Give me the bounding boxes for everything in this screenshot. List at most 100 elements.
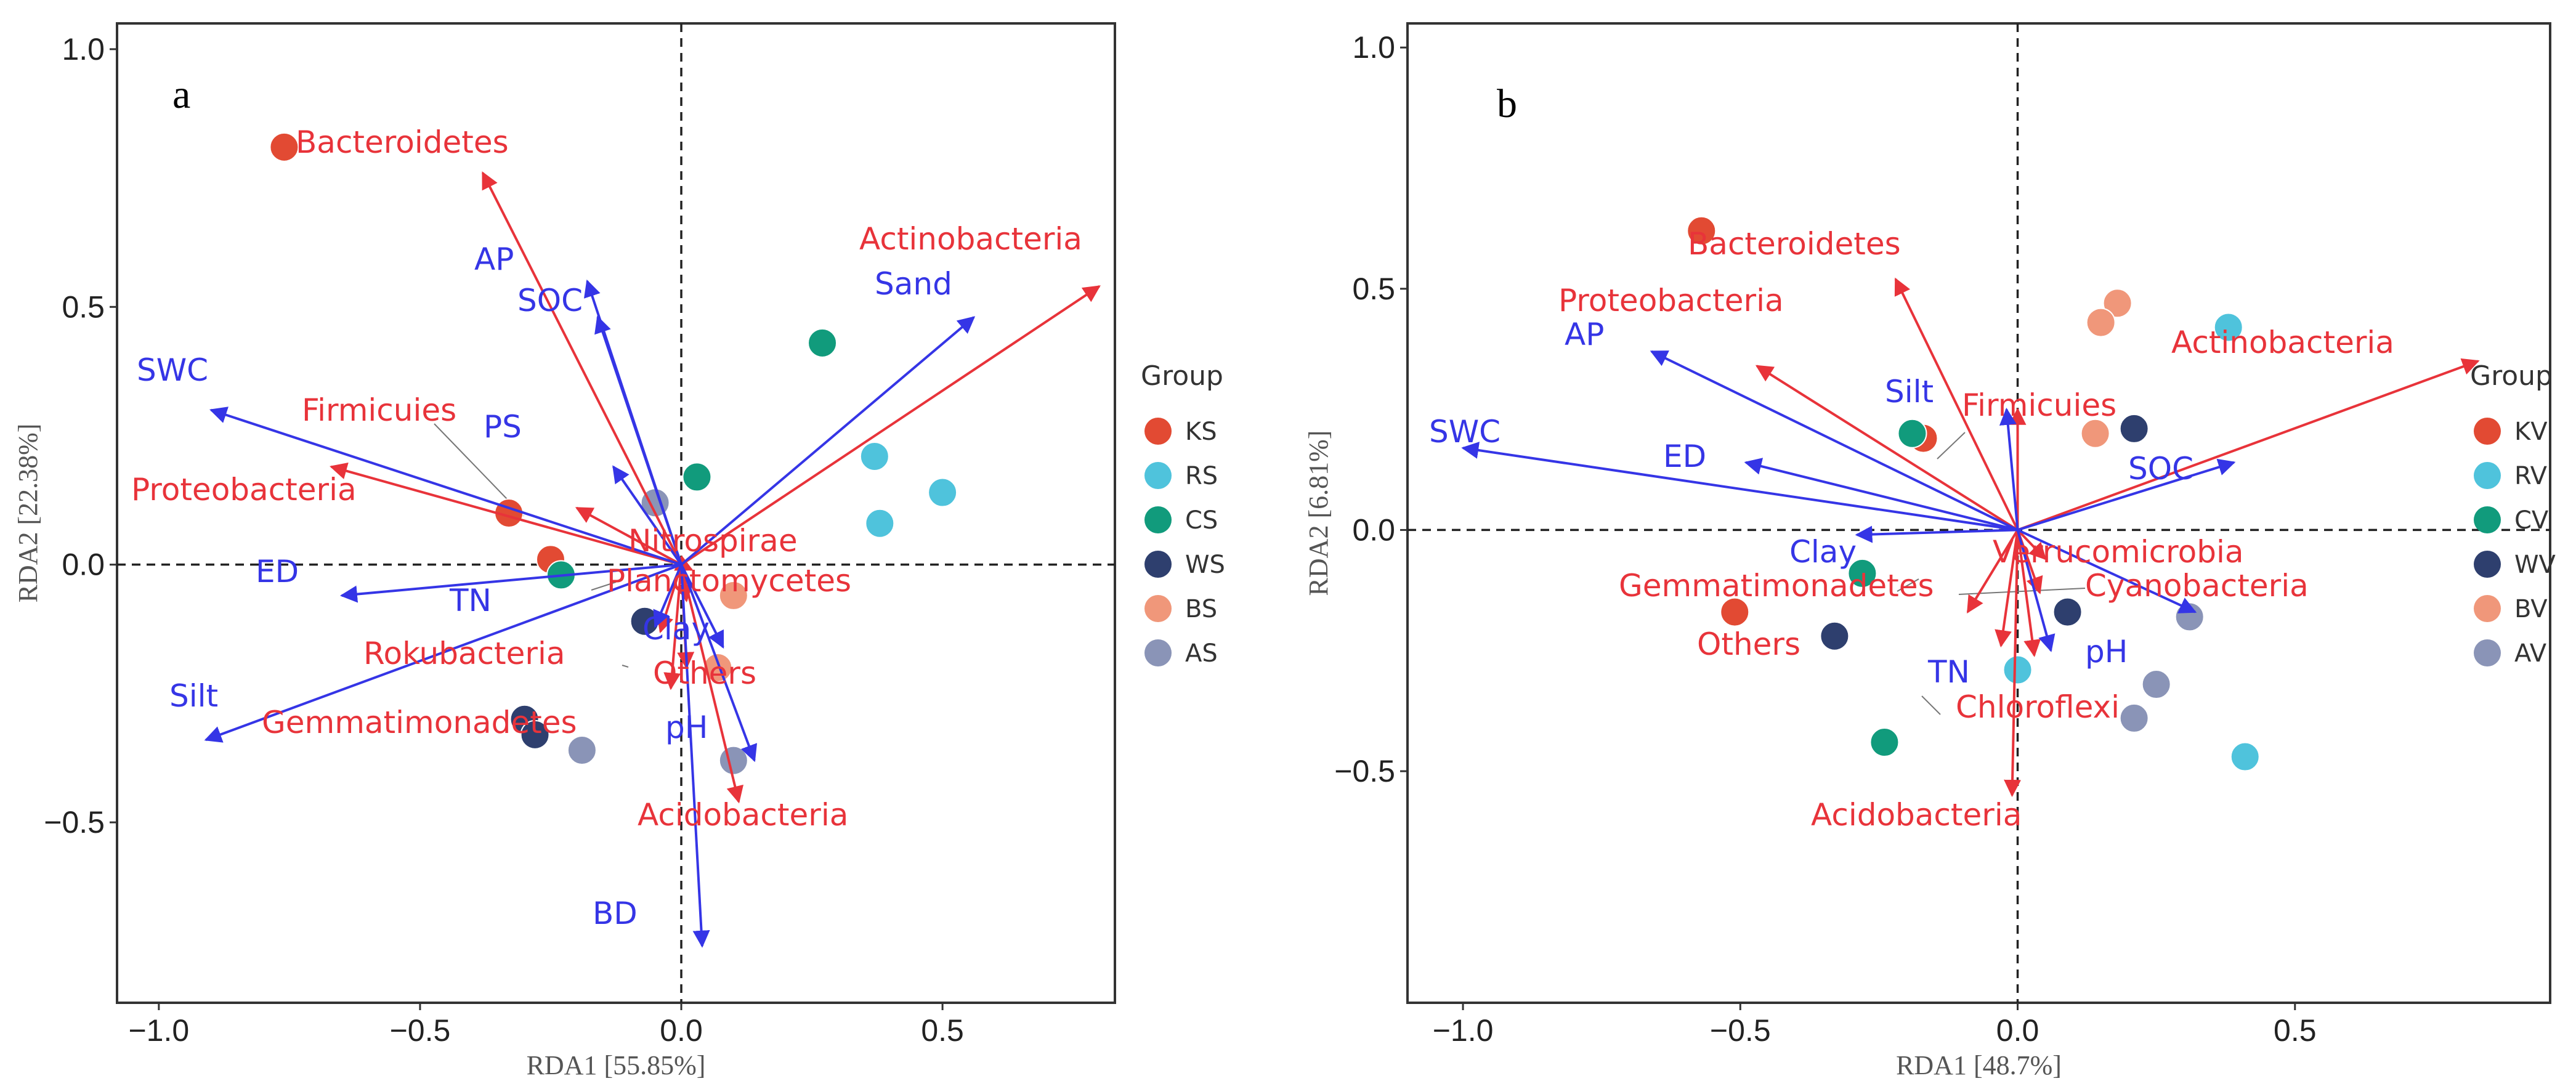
species-label-gemmatimonadetes: Gemmatimonadetes [262,705,577,740]
legend-swatch-ws [1144,551,1172,578]
legend-swatch-kv [2474,418,2501,445]
species-label-verrucomicrobia: Verrucomicrobia [1993,534,2244,570]
env-arrow-clay [1855,525,2018,543]
env-arrow-clay [680,564,724,649]
y-tick-label: 0.0 [1352,512,1395,547]
plot-frame [1406,22,2551,1004]
env-label-sand: Sand [875,266,952,302]
legend-swatch-wv [2474,551,2501,578]
env-arrow-bd [680,564,710,948]
env-arrow-swc [1461,442,2018,532]
species-arrow-proteobacteria [1755,365,2019,532]
sample-point-av [2141,670,2171,700]
env-arrow-swc [209,407,682,566]
x-axis-title: RDA1 [55.85%] [527,1050,706,1080]
sample-point-cs [682,462,712,492]
sample-point-as [567,735,597,765]
env-label-tn: TN [449,583,492,618]
sample-point-kv [1720,597,1750,627]
sample-point-bv [2080,418,2110,448]
env-arrow-ed [339,563,682,603]
legend-swatch-bs [1144,595,1172,622]
species-label-firmicuies: Firmicuies [302,392,456,428]
legend-entry-av: AV [2514,639,2547,668]
sample-point-ws [520,719,550,750]
sample-point-rs [859,441,889,471]
legend-entry-ws: WS [1185,551,1225,579]
species-arrow-chloroflexi [2016,530,2041,657]
legend-entry-cv: CV [2514,506,2549,535]
x-tick-label: 0.5 [921,1013,964,1048]
env-arrow-tn [2016,529,2056,652]
legend: Group KS RS CS WS BS AS [1141,360,1225,668]
species-arrow-gemmatimonadetes [663,564,683,690]
species-arrow-actinobacteria [680,285,1101,566]
panel-b: −1.0 −0.5 0.0 0.5 −0.5 0.0 0.5 1.0 RDA1 [48.7%] R… [1303,22,2556,1080]
label-leader-line [1897,578,1919,592]
species-label-others: Others [653,655,756,691]
legend-swatch-cs [1144,506,1172,533]
sample-point-bs [718,580,748,610]
legend-entry-bs: BS [1185,595,1217,623]
y-tick-label: −0.5 [44,805,105,840]
sample-point-kv [1687,216,1717,246]
env-arrow-silt [204,563,682,743]
env-label-ed: ED [1663,439,1706,474]
species-arrow-gemmatimonadetes [1966,529,2019,613]
env-label-soc: SOC [2128,451,2193,487]
species-label-acidobacteria: Acidobacteria [638,797,848,833]
env-label-silt: Silt [1885,374,1934,410]
legend-swatch-cv [2474,506,2501,533]
legend: Group KV RV CV WV BV AV [2470,360,2556,668]
sample-point-rs [865,508,895,538]
env-arrow-soc [2017,458,2236,532]
legend-entry-as: AS [1185,639,1218,668]
env-label-ph: pH [2085,634,2128,670]
sample-point-bv [2086,307,2116,338]
env-arrow-ed [1744,458,2019,532]
species-label-proteobacteria: Proteobacteria [1558,283,1784,318]
sample-point-rv [2003,655,2033,685]
species-label-acidobacteria: Acidobacteria [1811,797,2022,833]
env-label-ap: AP [474,241,514,277]
env-label-ed: ED [256,554,299,589]
y-axis-title: RDA2 [22.38%] [13,424,43,603]
species-arrow-firmicuies [330,462,682,566]
species-label-rokubacteria: Rokubacteria [363,636,565,671]
sample-point-rv [2230,742,2260,772]
sample-point-rv [2213,312,2243,342]
label-leader-line [622,665,629,668]
species-arrow-bacteroidetes [1894,277,2019,531]
species-label-nitrospirae: Nitrospirae [628,523,798,559]
y-tick-label: −0.5 [1334,754,1395,788]
env-label-swc: SWC [1429,414,1501,450]
species-arrow-actinobacteria [2017,358,2480,532]
legend-swatch-bv [2474,595,2501,622]
sample-point-bs [703,653,733,683]
label-leader-line [1937,432,1966,459]
species-label-bacteroidetes: Bacteroidetes [1688,226,1901,262]
panel-letter: a [172,72,190,117]
env-label-bd: BD [593,896,638,931]
species-arrow-others [1995,530,2019,648]
env-label-swc: SWC [137,352,208,388]
sample-point-cv [1897,418,1927,448]
y-tick-label: 1.0 [1352,30,1395,65]
env-label-ph: pH [665,710,708,745]
x-tick-label: 0.0 [660,1013,703,1048]
legend-swatch-as [1144,639,1172,666]
sample-point-wv [1820,621,1850,651]
legend-title: Group [2470,360,2553,392]
env-arrow-ps [612,465,682,565]
x-tick-label: −0.5 [390,1013,451,1048]
sample-point-ks [269,132,299,162]
species-arrow-acidobacteria [680,564,743,804]
env-arrow-silt [1999,407,2019,530]
env-arrow-soc [594,315,682,565]
species-label-gemmatimonadetes: Gemmatimonadetes [1619,568,1934,604]
x-tick-label: −1.0 [128,1013,189,1048]
species-label-actinobacteria: Actinobacteria [859,221,1082,257]
sample-point-as [718,745,748,775]
sample-point-rs [928,477,958,508]
y-tick-label: 0.5 [1352,272,1395,306]
